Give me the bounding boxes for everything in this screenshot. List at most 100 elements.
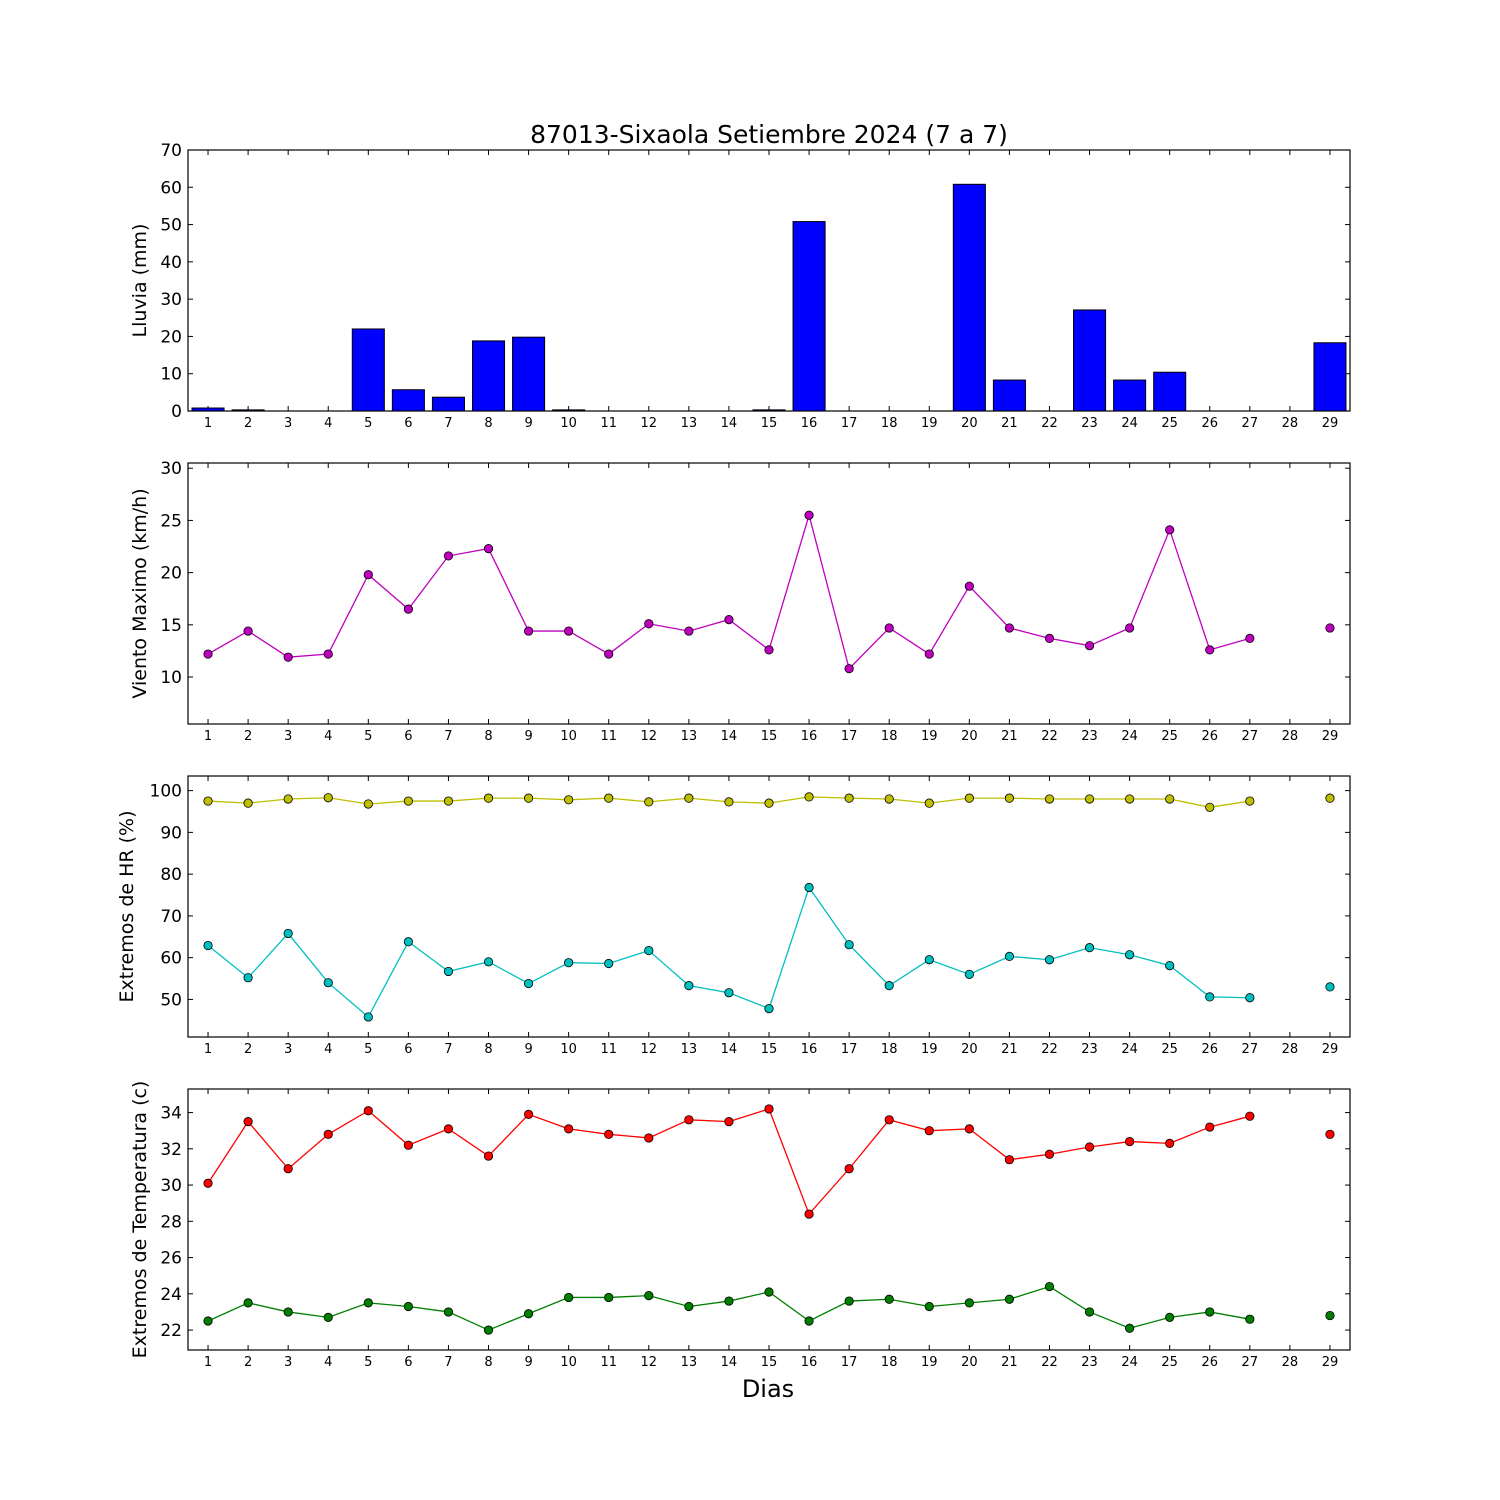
bar-day-6 [391, 389, 425, 412]
x-tick-label: 9 [524, 1355, 532, 1370]
bar-day-29 [1313, 342, 1347, 412]
temperature-max-point-day-23 [1084, 1142, 1095, 1152]
x-tick-label: 21 [1001, 729, 1018, 744]
x-tick-label: 29 [1322, 416, 1339, 431]
bar-day-23 [1073, 309, 1107, 412]
x-tick-label: 6 [404, 1355, 412, 1370]
wind-max-point-day-10 [564, 626, 574, 636]
bar-day-20 [952, 183, 986, 412]
humidity-min-point-day-5 [363, 1012, 373, 1022]
x-tick-label: 12 [641, 729, 658, 744]
wind-max-point-day-13 [684, 626, 694, 636]
temperature-min-point-day-18 [884, 1294, 894, 1304]
x-tick-label: 16 [801, 729, 818, 744]
wind-max-point-day-27 [1245, 633, 1255, 643]
x-tick-label: 24 [1121, 1355, 1138, 1370]
x-tick-label: 27 [1242, 1042, 1259, 1057]
x-tick-label: 3 [284, 1355, 292, 1370]
x-tick-label: 15 [761, 1042, 778, 1057]
x-tick-label: 9 [524, 1042, 532, 1057]
humidity-max-point-day-1 [203, 796, 213, 806]
y-tick-label: 20 [160, 327, 182, 347]
wind-max-point-day-15 [764, 645, 774, 655]
y-tick-label: 28 [160, 1212, 182, 1232]
temperature-max-point-day-8 [483, 1151, 494, 1161]
temperature-min-point-day-21 [1004, 1294, 1015, 1304]
x-tick-label: 29 [1322, 1042, 1339, 1057]
temperature-min-point-day-29 [1325, 1310, 1335, 1321]
humidity-min-point-day-10 [564, 958, 574, 968]
wind-max-point-day-11 [604, 649, 614, 659]
y-tick-label: 50 [160, 216, 182, 236]
temperature-min-point-day-2 [243, 1298, 253, 1308]
x-tick-label: 28 [1282, 1355, 1299, 1370]
temperature-min-point-day-6 [403, 1301, 413, 1312]
x-tick-label: 23 [1081, 416, 1098, 431]
wind-max-point-day-20 [964, 581, 974, 591]
x-tick-label: 7 [444, 1042, 452, 1057]
humidity-min-point-day-18 [884, 981, 894, 991]
temperature-max-point-day-29 [1325, 1129, 1335, 1139]
humidity-max-point-day-4 [323, 793, 333, 803]
x-tick-label: 16 [801, 1355, 818, 1370]
x-tick-label: 25 [1161, 729, 1178, 744]
temperature-max-point-day-11 [604, 1129, 614, 1139]
y-tick-label: 40 [160, 253, 182, 273]
humidity-min-point-day-11 [604, 958, 614, 969]
x-tick-label: 11 [600, 729, 617, 744]
x-tick-label: 27 [1242, 729, 1259, 744]
humidity-min-point-day-29 [1325, 982, 1335, 992]
wind-max-point-day-29 [1325, 623, 1335, 633]
humidity-max-point-day-2 [243, 798, 253, 808]
plot-frame [187, 775, 1351, 1038]
x-tick-label: 28 [1282, 729, 1299, 744]
x-tick-label: 7 [444, 416, 452, 431]
y-tick-label: 32 [160, 1140, 182, 1160]
humidity-max-point-day-16 [804, 792, 814, 802]
wind-max-point-day-26 [1205, 645, 1215, 655]
temperature-max-point-day-22 [1044, 1149, 1055, 1159]
wind-max-point-day-25 [1165, 525, 1175, 535]
humidity-max-point-day-3 [283, 794, 293, 804]
x-tick-label: 21 [1001, 416, 1018, 431]
x-tick-label: 3 [284, 729, 292, 744]
y-tick-label: 10 [160, 668, 182, 688]
wind-max-point-day-6 [403, 604, 413, 614]
x-tick-label: 25 [1161, 1042, 1178, 1057]
x-tick-label: 27 [1242, 416, 1259, 431]
temperature-min-point-day-19 [924, 1301, 934, 1312]
x-tick-label: 17 [841, 416, 858, 431]
temperature-min-point-day-4 [323, 1312, 333, 1322]
temperature-max-point-day-20 [964, 1124, 974, 1134]
y-tick-label: 30 [160, 1176, 182, 1196]
wind-max-point-day-17 [844, 664, 854, 674]
wind-max-point-day-14 [724, 614, 734, 625]
humidity-min-point-day-19 [924, 955, 934, 965]
y-axis-label: Extremos de Temperatura (c) [129, 1081, 151, 1359]
humidity-max-point-day-14 [724, 797, 734, 807]
humidity-min-point-day-20 [964, 969, 974, 979]
temperature-min-point-day-17 [844, 1296, 854, 1306]
x-tick-label: 6 [404, 416, 412, 431]
x-tick-label: 9 [524, 729, 532, 744]
wind-max-point-day-8 [483, 544, 494, 554]
wind-max-point-day-4 [323, 649, 333, 659]
temperature-min-point-day-20 [964, 1298, 974, 1308]
x-tick-label: 1 [204, 416, 212, 431]
temperature-min-point-day-9 [523, 1309, 534, 1319]
temperature-max-point-day-3 [283, 1164, 293, 1174]
y-tick-label: 60 [160, 949, 182, 969]
x-tick-label: 27 [1242, 1355, 1259, 1370]
y-tick-label: 70 [160, 907, 182, 927]
x-tick-label: 4 [324, 1355, 332, 1370]
chart-title: 87013-Sixaola Setiembre 2024 (7 a 7) [530, 120, 1008, 149]
temperature-max-point-day-2 [243, 1117, 253, 1127]
x-tick-label: 24 [1121, 1042, 1138, 1057]
y-tick-label: 0 [171, 402, 182, 422]
x-tick-label: 1 [204, 1355, 212, 1370]
wind-max-point-day-7 [443, 551, 454, 561]
temperature-min-point-day-25 [1165, 1312, 1175, 1322]
